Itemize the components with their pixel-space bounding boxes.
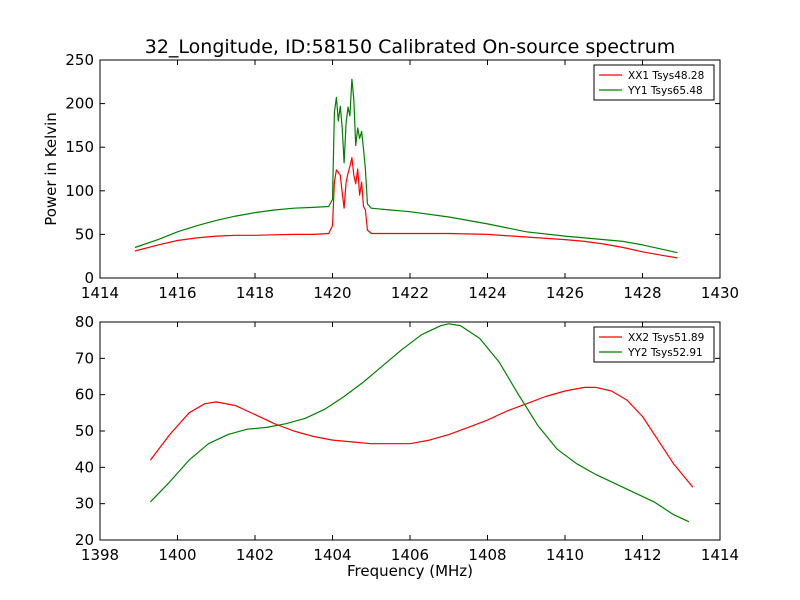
legend-box [593,326,715,363]
y-tick-label: 30 [75,495,94,513]
series-line-xx1 [134,157,678,259]
legend-entry: YY1 Tsys65.48 [627,85,703,97]
y-axis-title: Power in Kelvin [42,112,60,226]
x-tick-label: 1402 [236,546,274,564]
x-tick-label: 1406 [391,546,429,564]
x-tick-label: 1408 [468,546,506,564]
x-axis-title: Frequency (MHz) [347,562,473,580]
legend-box [593,64,715,101]
y-tick-label: 150 [65,138,94,156]
x-tick-label: 1430 [701,284,739,302]
x-tick-label: 1412 [623,546,661,564]
series-line-xx2 [149,386,694,488]
legend: XX1 Tsys48.28 YY1 Tsys65.48 [593,64,715,101]
x-tick-label: 1416 [158,284,196,302]
x-tick-label: 1424 [468,284,506,302]
x-tick-label: 1400 [158,546,196,564]
x-tick-label: 1426 [546,284,584,302]
y-tick-label: 200 [65,95,94,113]
legend-entry: XX2 Tsys51.89 [628,332,704,344]
x-tick-label: 1414 [81,284,119,302]
bottom-chart: 1398 1400 1402 1404 1406 1408 1410 1412 1414 20 30… [75,313,739,580]
y-tick-label: 40 [75,458,94,476]
y-tick-label: 20 [75,531,94,549]
y-tick-label: 60 [75,386,94,404]
x-tick-label: 1404 [313,546,351,564]
legend-entry: YY2 Tsys52.91 [627,347,703,359]
x-tick-label: 1398 [81,546,119,564]
series-line-yy1 [134,78,678,254]
x-tick-label: 1414 [701,546,739,564]
y-tick-label: 70 [75,349,94,367]
x-tick-label: 1420 [313,284,351,302]
x-tick-label: 1422 [391,284,429,302]
figure-title: 32_Longitude, ID:58150 Calibrated On-sou… [145,36,676,58]
legend: XX2 Tsys51.89 YY2 Tsys52.91 [593,326,715,363]
series-line-yy2 [149,323,690,523]
y-tick-label: 250 [65,51,94,69]
y-tick-label: 80 [75,313,94,331]
y-tick-label: 50 [75,422,94,440]
legend-entry: XX1 Tsys48.28 [628,70,704,82]
x-tick-label: 1428 [623,284,661,302]
y-tick-label: 0 [84,269,94,287]
y-tick-label: 50 [75,225,94,243]
top-chart: 1414 1416 1418 1420 1422 1424 1426 1428 1430 0 50 1… [42,51,739,302]
x-tick-label: 1410 [546,546,584,564]
y-tick-label: 100 [65,182,94,200]
x-tick-label: 1418 [236,284,274,302]
